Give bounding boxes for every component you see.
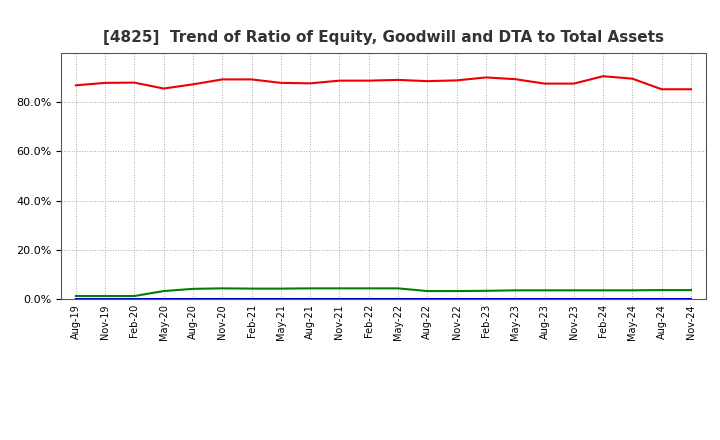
Goodwill: [394, 297, 402, 302]
Deferred Tax Assets: [394, 286, 402, 291]
Goodwill: [71, 297, 80, 302]
Goodwill: [101, 297, 109, 302]
Goodwill: [482, 297, 490, 302]
Goodwill: [599, 297, 608, 302]
Goodwill: [628, 297, 636, 302]
Deferred Tax Assets: [335, 286, 343, 291]
Goodwill: [335, 297, 343, 302]
Goodwill: [423, 297, 432, 302]
Line: Equity: Equity: [76, 76, 691, 89]
Equity: [364, 78, 373, 83]
Goodwill: [687, 297, 696, 302]
Deferred Tax Assets: [364, 286, 373, 291]
Goodwill: [540, 297, 549, 302]
Deferred Tax Assets: [306, 286, 315, 291]
Deferred Tax Assets: [628, 288, 636, 293]
Goodwill: [189, 297, 197, 302]
Deferred Tax Assets: [247, 286, 256, 291]
Goodwill: [364, 297, 373, 302]
Equity: [71, 83, 80, 88]
Equity: [130, 80, 139, 85]
Equity: [189, 82, 197, 87]
Equity: [511, 77, 520, 82]
Goodwill: [511, 297, 520, 302]
Goodwill: [247, 297, 256, 302]
Goodwill: [276, 297, 285, 302]
Deferred Tax Assets: [540, 288, 549, 293]
Deferred Tax Assets: [130, 293, 139, 299]
Deferred Tax Assets: [159, 289, 168, 294]
Equity: [482, 75, 490, 80]
Deferred Tax Assets: [189, 286, 197, 291]
Goodwill: [452, 297, 461, 302]
Equity: [306, 81, 315, 86]
Deferred Tax Assets: [570, 288, 578, 293]
Equity: [101, 80, 109, 85]
Equity: [423, 78, 432, 84]
Goodwill: [218, 297, 227, 302]
Equity: [628, 76, 636, 81]
Deferred Tax Assets: [71, 293, 80, 299]
Equity: [394, 77, 402, 83]
Equity: [218, 77, 227, 82]
Deferred Tax Assets: [657, 287, 666, 293]
Equity: [599, 73, 608, 79]
Equity: [540, 81, 549, 86]
Deferred Tax Assets: [599, 288, 608, 293]
Goodwill: [657, 297, 666, 302]
Deferred Tax Assets: [218, 286, 227, 291]
Equity: [657, 87, 666, 92]
Goodwill: [130, 297, 139, 302]
Equity: [276, 80, 285, 85]
Equity: [570, 81, 578, 86]
Line: Deferred Tax Assets: Deferred Tax Assets: [76, 288, 691, 296]
Title: [4825]  Trend of Ratio of Equity, Goodwill and DTA to Total Assets: [4825] Trend of Ratio of Equity, Goodwil…: [103, 29, 664, 45]
Goodwill: [159, 297, 168, 302]
Equity: [687, 87, 696, 92]
Deferred Tax Assets: [423, 289, 432, 294]
Deferred Tax Assets: [687, 287, 696, 293]
Deferred Tax Assets: [482, 288, 490, 293]
Deferred Tax Assets: [276, 286, 285, 291]
Goodwill: [306, 297, 315, 302]
Deferred Tax Assets: [452, 289, 461, 294]
Deferred Tax Assets: [101, 293, 109, 299]
Goodwill: [570, 297, 578, 302]
Equity: [247, 77, 256, 82]
Equity: [452, 78, 461, 83]
Deferred Tax Assets: [511, 288, 520, 293]
Equity: [159, 86, 168, 91]
Equity: [335, 78, 343, 83]
